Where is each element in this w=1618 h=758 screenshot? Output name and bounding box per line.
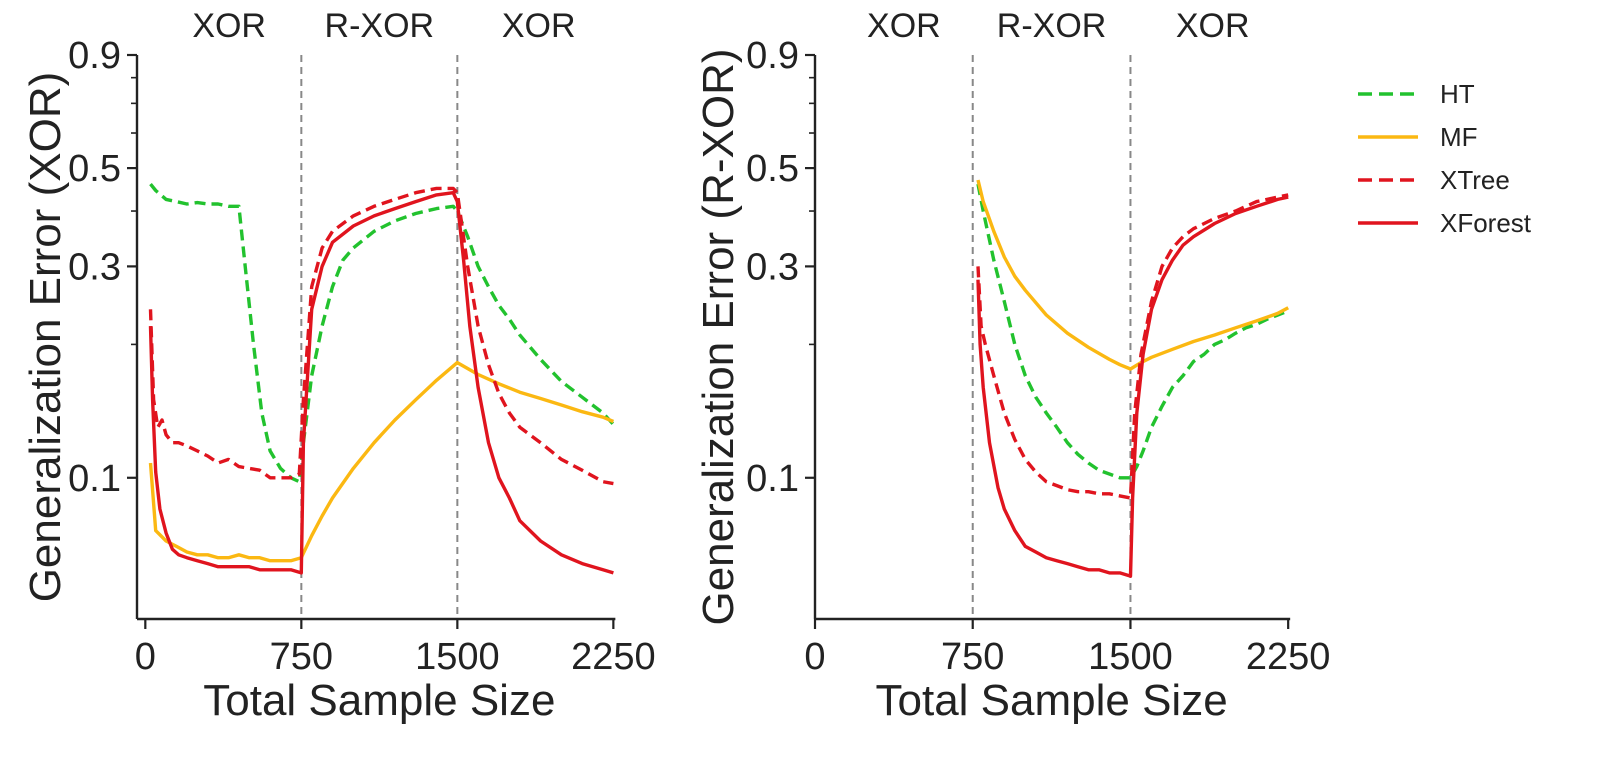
x-tick-label: 0: [804, 636, 825, 678]
x-tick-label: 2250: [1246, 636, 1331, 678]
y-tick-label: 0.5: [746, 148, 799, 190]
series-line-mf: [976, 179, 1290, 371]
series-line-xtree: [148, 186, 614, 486]
y-axis-label: Generalization Error (R-XOR): [694, 48, 743, 625]
x-tick-label: 1500: [415, 636, 500, 678]
y-tick-label: 0.5: [68, 148, 121, 190]
series-line-xforest: [148, 191, 614, 575]
panel-rxor-error: 0.1 0.3 0.5 0.9 0 750 1500 2250 Total Sample Siz…: [694, 7, 1330, 725]
phase-label-xor: XOR: [867, 7, 941, 45]
phase-label-r-xor: R-XOR: [325, 7, 435, 45]
x-tick-label: 750: [941, 636, 1004, 678]
series-line-ht: [149, 183, 615, 484]
x-axis-label: Total Sample Size: [876, 676, 1228, 725]
series-line-xtree: [976, 193, 1289, 500]
legend: HT MF XTree XForest: [1358, 79, 1532, 238]
y-tick-label: 0.1: [68, 458, 121, 500]
legend-label-ht: HT: [1440, 79, 1475, 109]
y-axis-label: Generalization Error (XOR): [21, 72, 70, 603]
y-tick-label: 0.3: [746, 246, 799, 288]
y-tick-label: 0.9: [746, 35, 799, 77]
phase-label-xor: XOR: [1176, 7, 1250, 45]
phase-label-xor: XOR: [502, 7, 576, 45]
series-line-xforest: [976, 195, 1289, 578]
legend-label-xtree: XTree: [1440, 165, 1510, 195]
y-tick-label: 0.1: [746, 458, 799, 500]
x-tick-label: 2250: [571, 636, 656, 678]
x-axis-label: Total Sample Size: [203, 676, 555, 725]
legend-label-xforest: XForest: [1440, 208, 1532, 238]
x-tick-label: 750: [270, 636, 333, 678]
y-tick-label: 0.9: [68, 35, 121, 77]
phase-label-xor: XOR: [192, 7, 266, 45]
x-tick-label: 1500: [1088, 636, 1173, 678]
series-line-mf: [148, 360, 615, 563]
x-tick-label: 0: [135, 636, 156, 678]
legend-label-mf: MF: [1440, 122, 1478, 152]
panel-xor-error: 0.1 0.3 0.5 0.9 0 750 1500 2250 Total Sample Siz…: [21, 7, 656, 725]
phase-label-r-xor: R-XOR: [997, 7, 1107, 45]
y-tick-label: 0.3: [68, 246, 121, 288]
